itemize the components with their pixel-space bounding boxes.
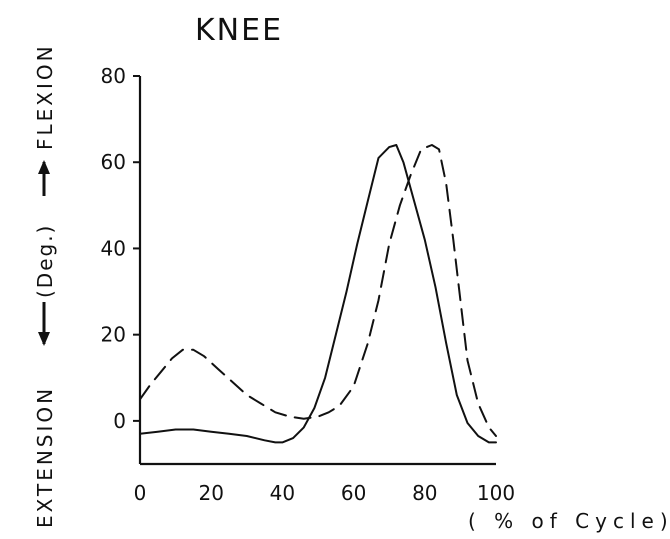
y-axis-label-flexion: FLEXION [33, 43, 57, 150]
chart-title: KNEE [195, 13, 283, 48]
y-axis-ticks: 0 20 40 60 80 [101, 64, 140, 433]
x-tick-label: 40 [270, 481, 295, 505]
x-tick-label: 20 [198, 481, 223, 505]
x-axis-label: ( % of Cycle) [468, 509, 670, 533]
x-tick-label: 80 [412, 481, 437, 505]
y-axis-label-deg: (Deg.) [33, 224, 57, 298]
y-tick-label: 40 [101, 236, 126, 260]
x-tick-label: 100 [477, 481, 515, 505]
x-tick-label: 60 [341, 481, 366, 505]
flexion-arrow-head [38, 160, 50, 174]
x-tick-label: 0 [134, 481, 147, 505]
solid-series-line [139, 144, 497, 444]
y-axis-label-group: FLEXION (Deg.) EXTENSION [33, 43, 57, 528]
x-axis-ticks: 0 20 40 60 80 100 [134, 481, 515, 505]
y-tick-label: 60 [101, 150, 126, 174]
dashed-series-line [139, 144, 497, 437]
y-axis-label-extension: EXTENSION [33, 386, 57, 528]
y-tick-label: 80 [101, 64, 126, 88]
y-tick-label: 20 [101, 323, 126, 347]
y-tick-label: 0 [113, 409, 126, 433]
series-layer [139, 144, 497, 444]
extension-arrow-head [38, 332, 50, 346]
